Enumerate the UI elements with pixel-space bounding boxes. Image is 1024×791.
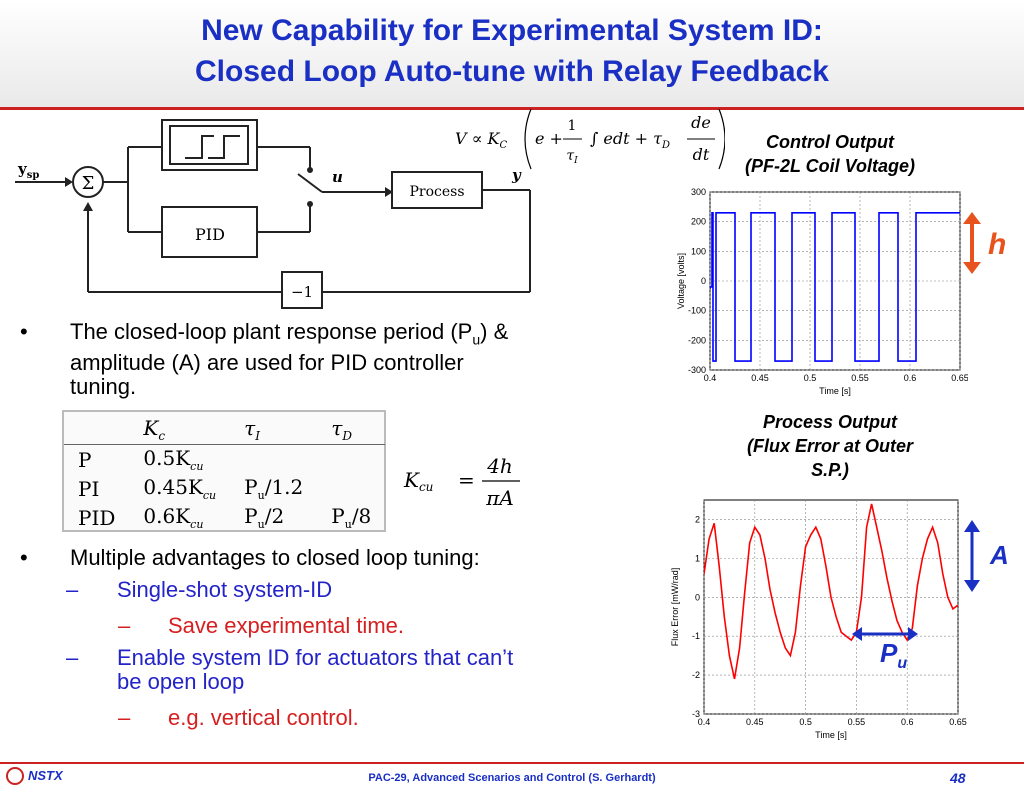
svg-text:4h: 4h (486, 454, 513, 478)
dash-mark-3: – (66, 645, 79, 670)
svg-text:V ∝ KC: V ∝ KC (455, 129, 508, 151)
svg-text:de: de (691, 113, 711, 132)
pid-block-label: PID (195, 225, 225, 244)
y-axis-label: Flux Error [mW/rad] (670, 568, 680, 647)
pid-equation: V ∝ KC e + 1 τI ∫ edt + τD de dt (455, 108, 725, 170)
svg-text:∫ edt + τD: ∫ edt + τD (590, 129, 670, 151)
y-label: y (511, 166, 522, 184)
gain-block-label: −1 (291, 283, 313, 301)
title-line-1: New Capability for Experimental System I… (201, 14, 823, 47)
sub-bullet-1: Single-shot system-ID (117, 577, 333, 602)
y-tick-label: -2 (692, 670, 700, 680)
x-tick-label: 0.55 (851, 373, 869, 383)
nstx-logo-icon (6, 767, 24, 785)
svg-text:e +: e + (535, 129, 563, 148)
y-tick-label: -200 (688, 335, 706, 345)
y-tick-label: -300 (688, 365, 706, 375)
x-tick-label: 0.6 (901, 717, 914, 727)
pu-period-arrow (852, 627, 918, 641)
y-tick-label: 100 (691, 246, 706, 256)
page-number: 48 (950, 770, 966, 786)
y-tick-label: 300 (691, 187, 706, 197)
diagram-input-label: ysp (17, 160, 39, 181)
tuning-table: Kc τI τD P 0.5Kcu PI 0.45Kcu Pu/1.2 PID … (64, 415, 386, 532)
y-axis-label: Voltage [volts] (676, 253, 686, 309)
flux-error-chart: 0.4 0.45 0.5 0.55 0.6 0.65 2 1 0 -1 -2 -3 Time [s] Fl… (670, 499, 967, 740)
footer-rule (0, 762, 1024, 764)
svg-text:τI: τI (566, 148, 578, 166)
svg-text:πA: πA (485, 486, 514, 510)
sub-sub-bullet-2: e.g. vertical control. (168, 705, 359, 730)
x-tick-label: 0.5 (799, 717, 812, 727)
tuning-table-frame: Kc τI τD P 0.5Kcu PI 0.45Kcu Pu/1.2 PID … (62, 410, 386, 532)
process-output-caption: Process Output (Flux Error at Outer S.P.) (746, 412, 914, 480)
kcu-formula: Kcu = 4h πA (403, 454, 520, 510)
x-axis-label: Time [s] (819, 386, 851, 396)
control-output-caption: Control Output (PF-2L Coil Voltage) (744, 132, 915, 176)
title-bar: New Capability for Experimental System I… (0, 0, 1024, 110)
y-tick-label: 0 (695, 592, 700, 602)
h-amplitude-arrow (963, 212, 981, 274)
svg-text:=: = (458, 468, 475, 492)
x-tick-label: 0.45 (746, 717, 764, 727)
dash-mark-4: – (118, 705, 131, 730)
pu-label: Pu (880, 638, 908, 673)
sub-sub-bullet-1: Save experimental time. (168, 613, 404, 638)
footer-center: PAC-29, Advanced Scenarios and Control (… (368, 772, 656, 784)
sum-symbol: Σ (82, 173, 95, 194)
series-line (704, 503, 958, 680)
process-block-label: Process (409, 184, 464, 200)
svg-text:Kcu: Kcu (403, 468, 433, 494)
table-row: PI 0.45Kcu Pu/1.2 (78, 475, 304, 502)
bullet-1: The closed-loop plant response period (P… (70, 319, 509, 400)
a-amplitude-arrow (964, 520, 980, 592)
x-tick-label: 0.45 (751, 373, 769, 383)
x-tick-label: 0.65 (949, 717, 967, 727)
svg-text:dt: dt (693, 145, 710, 164)
bullet-mark-1: • (20, 319, 28, 344)
a-label: A (990, 540, 1009, 570)
x-tick-label: 0.5 (804, 373, 817, 383)
plot-area (703, 499, 959, 715)
sub-bullet-2: Enable system ID for actuators that can’… (117, 645, 514, 694)
x-tick-label: 0.4 (704, 373, 717, 383)
y-tick-label: -100 (688, 306, 706, 316)
u-label: u (332, 168, 343, 186)
switch-contact-bottom (307, 201, 313, 207)
series-line (710, 211, 960, 362)
table-row: P 0.5Kcu (78, 446, 204, 473)
arrow-to-process (385, 187, 393, 197)
bullet-mark-2: • (20, 545, 28, 570)
h-label: h (988, 228, 1007, 261)
footer-logo-text: NSTX (28, 768, 63, 783)
x-tick-label: 0.65 (951, 373, 968, 383)
voltage-chart: 0.4 0.45 0.5 0.55 0.6 0.65 300 200 100 0 -100 -200 -… (676, 187, 968, 396)
switch-contact-top (307, 167, 313, 173)
x-axis-label: Time [s] (815, 730, 847, 740)
bullet-2: Multiple advantages to closed loop tunin… (70, 545, 480, 570)
x-tick-label: 0.6 (904, 373, 917, 383)
table-row: PID 0.6Kcu Pu/2 Pu/8 (78, 504, 372, 531)
x-tick-label: 0.4 (698, 717, 711, 727)
block-diagram: ysp Σ PID u (15, 119, 350, 258)
table-header-row: Kc τI τD (64, 415, 386, 445)
y-tick-label: -3 (692, 709, 700, 719)
arrow-to-sum (83, 202, 93, 211)
y-tick-label: 1 (695, 553, 700, 563)
x-tick-label: 0.55 (848, 717, 866, 727)
svg-text:1: 1 (568, 118, 577, 134)
y-tick-label: 0 (701, 276, 706, 286)
title-line-2: Closed Loop Auto-tune with Relay Feedbac… (195, 55, 829, 88)
block-diagram-right: Process y −1 (83, 166, 531, 309)
dash-mark-2: – (118, 613, 131, 638)
y-tick-label: 200 (691, 217, 706, 227)
dash-mark-1: – (66, 577, 79, 602)
y-tick-label: 2 (695, 514, 700, 524)
y-tick-label: -1 (692, 631, 700, 641)
